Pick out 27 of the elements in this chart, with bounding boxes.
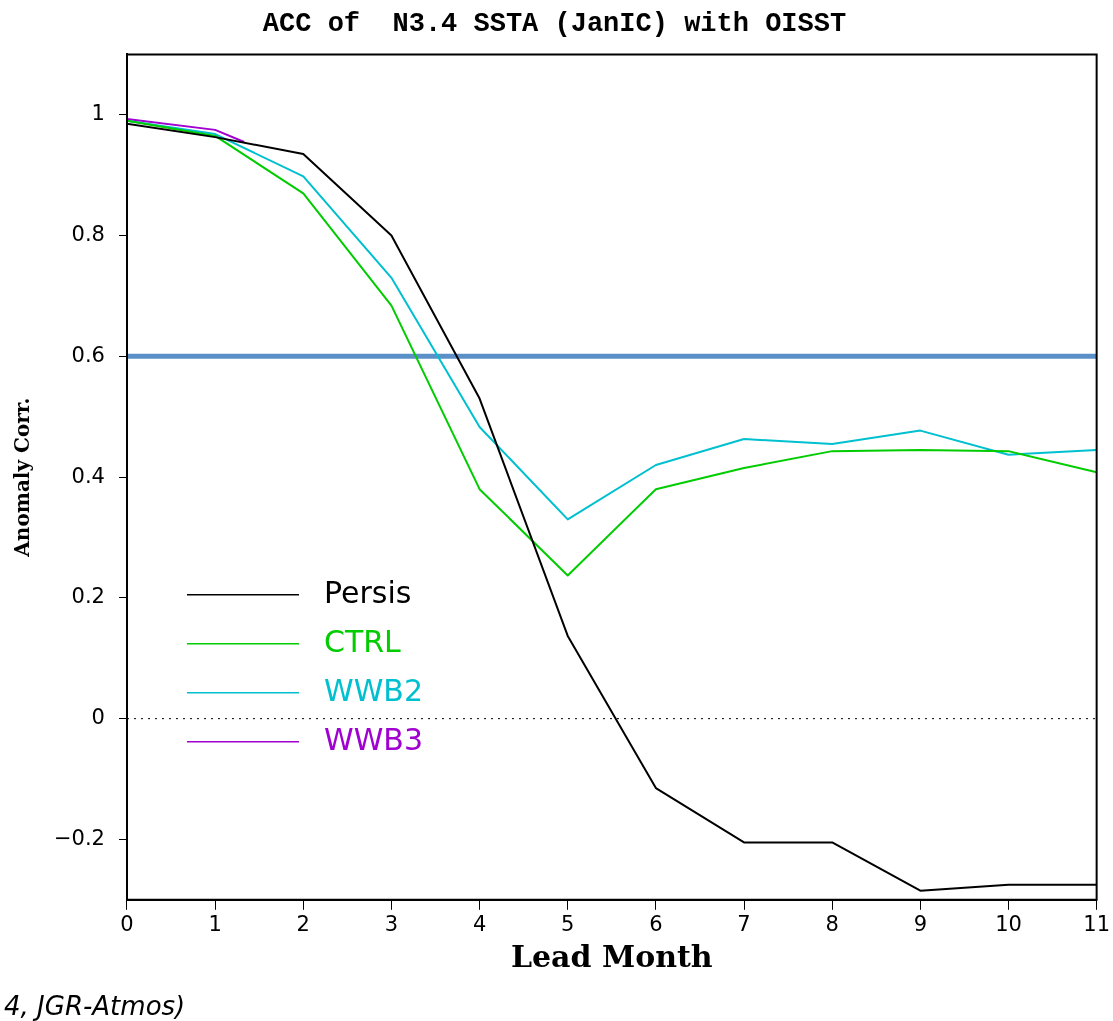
y-tick-label: 0.2 — [71, 584, 105, 609]
legend-label: CTRL — [323, 623, 402, 659]
legend-label: Persis — [323, 574, 412, 610]
x-tick-label: 6 — [649, 911, 663, 936]
x-axis-title: Lead Month — [510, 938, 713, 974]
x-tick-label: 8 — [825, 911, 839, 936]
chart-title: ACC of N3.4 SSTA (JanIC) with OISST — [262, 9, 847, 39]
x-tick-label: 9 — [913, 911, 928, 936]
x-tick-label: 2 — [296, 911, 310, 936]
text: 4, JGR-Atmos) — [4, 991, 186, 1021]
y-axis-title: Anomaly Corr. — [10, 397, 35, 558]
y-tick-label: 0.8 — [71, 222, 105, 247]
x-tick-label: 0 — [120, 911, 134, 936]
x-tick-label: 4 — [472, 911, 487, 936]
x-tick-label: 5 — [561, 911, 575, 936]
y-tick-label: 1 — [91, 101, 105, 126]
y-tick-label: 0.4 — [71, 463, 105, 488]
y-tick-label: −0.2 — [53, 825, 105, 850]
x-tick-label: 7 — [737, 911, 751, 936]
x-tick-label: 10 — [995, 911, 1022, 936]
y-tick-label: 0 — [91, 705, 105, 730]
x-tick-label: 3 — [384, 911, 399, 936]
y-tick-label: 0.6 — [71, 342, 105, 367]
x-tick-label: 11 — [1083, 911, 1111, 936]
legend-label: WWB3 — [323, 721, 423, 757]
legend-label: WWB2 — [323, 672, 423, 708]
x-tick-label: 1 — [208, 911, 222, 936]
